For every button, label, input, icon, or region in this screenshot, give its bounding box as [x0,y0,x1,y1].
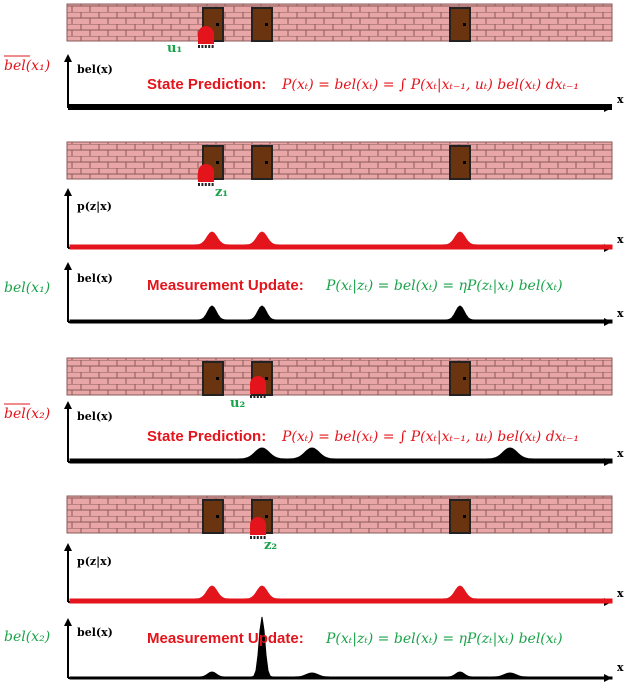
axis-belief-1 [64,262,612,326]
belief-curve-predicted-2 [69,447,613,464]
wall-top-4 [66,495,613,534]
robot-2 [198,164,214,186]
axis-likelihood-2 [64,543,612,606]
brick-wall [66,3,613,42]
wall-top-1 [66,3,613,42]
wall-top-3 [66,357,613,396]
brick-wall [66,495,613,534]
robot-4 [250,517,266,539]
axis-label-bel-4: bel(x) [77,626,113,639]
door-1 [202,499,224,534]
axis-label-pz-1: p(z|x) [77,200,112,213]
measurement-label-z1: z₁ [215,185,228,200]
door-3 [449,499,471,534]
likelihood-curve-1 [69,231,613,250]
prediction-formula-2: P(xₜ) = bel(xₜ) = ∫ P(xₜ|xₜ₋₁, uₜ) bel(x… [281,429,579,445]
row-label-bel-x1: bel(x₁) [4,280,50,296]
update-title-1: Measurement Update: [147,277,304,294]
row-label-belbar-x1: bel(x₁) [4,58,50,74]
control-label-u1: u₁ [167,41,182,56]
update-title-2: Measurement Update: [147,630,304,647]
brick-wall [66,141,613,180]
door-1 [202,361,224,396]
axis-label-pz-2: p(z|x) [77,555,112,568]
robot-1 [198,26,214,48]
axis-label-x-4: x [617,447,624,460]
axis-label-x-6: x [617,661,624,674]
prediction-formula-1: P(xₜ) = bel(xₜ) = ∫ P(xₜ|xₜ₋₁, uₜ) bel(x… [281,77,579,93]
axis-label-bel-2: bel(x) [77,272,113,285]
door-3 [449,145,471,180]
update-formula-2: P(xₜ|zₜ) = bel(xₜ) = ηP(zₜ|xₜ) bel(xₜ) [325,631,563,647]
brick-wall [66,357,613,396]
belief-curve-2 [69,616,613,680]
row-label-belbar-x2: bel(x₂) [4,406,50,422]
measurement-label-z2: z₂ [264,538,277,553]
update-formula-1: P(xₜ|zₜ) = bel(xₜ) = ηP(zₜ|xₜ) bel(xₜ) [325,278,563,294]
axis-label-x-3: x [617,307,624,320]
door-3 [449,361,471,396]
row-label-bel-x2: bel(x₂) [4,629,50,645]
belief-curve-1 [69,305,613,324]
door-2 [251,7,273,42]
axis-label-x-5: x [617,587,624,600]
axis-label-x-1: x [617,93,624,106]
likelihood-curve-2 [69,585,613,604]
axis-likelihood-1 [64,188,612,252]
prediction-title-1: State Prediction: [147,76,266,93]
door-2 [251,145,273,180]
axis-label-bel-1: bel(x) [77,63,113,76]
prediction-title-2: State Prediction: [147,428,266,445]
control-label-u2: u₂ [230,396,245,411]
axis-label-x-2: x [617,233,624,246]
axis-label-bel-3: bel(x) [77,410,113,423]
belief-uniform-1 [68,104,612,110]
robot-3 [250,376,266,398]
wall-top-2 [66,141,613,180]
axis-belief-2 [64,618,612,682]
door-3 [449,7,471,42]
